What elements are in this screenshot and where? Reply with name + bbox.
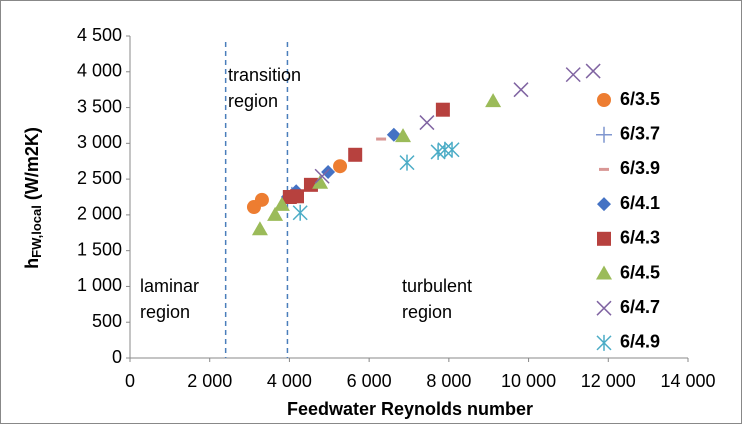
legend-label: 6/4.3 (620, 228, 660, 248)
data-point (485, 93, 502, 108)
data-point (290, 189, 305, 204)
x-tick-label: 10 000 (501, 371, 556, 391)
x-tick-label: 8 000 (426, 371, 471, 391)
legend-label: 6/4.7 (620, 297, 660, 317)
y-tick-label: 3 500 (77, 96, 122, 116)
y-tick-label: 500 (92, 311, 122, 331)
legend-label: 6/4.1 (620, 193, 660, 213)
legend-label: 6/4.5 (620, 262, 660, 282)
data-point (395, 128, 412, 143)
data-point (314, 168, 330, 184)
data-point (419, 115, 435, 131)
y-tick-label: 2 000 (77, 204, 122, 224)
data-point (312, 174, 329, 189)
data-point (254, 192, 269, 207)
legend-marker (596, 265, 612, 280)
legend-marker (597, 197, 611, 212)
x-tick-label: 14 000 (660, 371, 715, 391)
data-point (292, 204, 308, 221)
x-tick-label: 6 000 (347, 371, 392, 391)
data-point (585, 63, 601, 79)
y-axis-title-main: h (22, 258, 42, 269)
data-point (565, 67, 581, 83)
y-tick-label: 0 (112, 347, 122, 367)
data-point (267, 206, 284, 221)
y-axis-title-sub: FW,local (29, 205, 44, 258)
legend-label: 6/4.9 (620, 332, 660, 352)
legend-marker (596, 300, 612, 316)
y-tick-label: 1 500 (77, 239, 122, 259)
region-label: turbulent (402, 276, 472, 296)
legend-label: 6/3.5 (620, 89, 660, 109)
y-axis-title-unit: (W/m2K) (22, 127, 42, 205)
x-axis-title: Feedwater Reynolds number (287, 399, 533, 419)
data-point (333, 159, 348, 174)
data-point (251, 221, 268, 236)
region-label: transition (228, 65, 301, 85)
x-tick-label: 2 000 (187, 371, 232, 391)
region-label: region (228, 91, 278, 111)
legend-marker (597, 231, 611, 246)
y-tick-label: 1 000 (77, 275, 122, 295)
legend-marker (596, 334, 612, 351)
data-point (273, 196, 290, 211)
legend-marker (596, 126, 612, 143)
data-point (437, 141, 453, 158)
data-point (513, 82, 529, 98)
data-point (348, 147, 363, 162)
y-tick-label: 4 500 (77, 25, 122, 45)
region-label: region (140, 302, 190, 322)
legend-label: 6/3.7 (620, 123, 660, 143)
y-tick-label: 4 000 (77, 61, 122, 81)
region-label: laminar (140, 276, 199, 296)
x-tick-label: 4 000 (267, 371, 312, 391)
data-point (435, 102, 450, 117)
legend-marker (597, 93, 611, 107)
x-tick-label: 0 (125, 371, 135, 391)
y-tick-label: 2 500 (77, 168, 122, 188)
data-point (321, 164, 336, 179)
data-point (399, 154, 415, 171)
region-label: region (402, 302, 452, 322)
y-axis-title: hFW,local (W/m2K) (22, 127, 45, 269)
x-tick-label: 12 000 (581, 371, 636, 391)
data-point (444, 141, 460, 158)
y-tick-label: 3 000 (77, 132, 122, 152)
legend-label: 6/3.9 (620, 158, 660, 178)
